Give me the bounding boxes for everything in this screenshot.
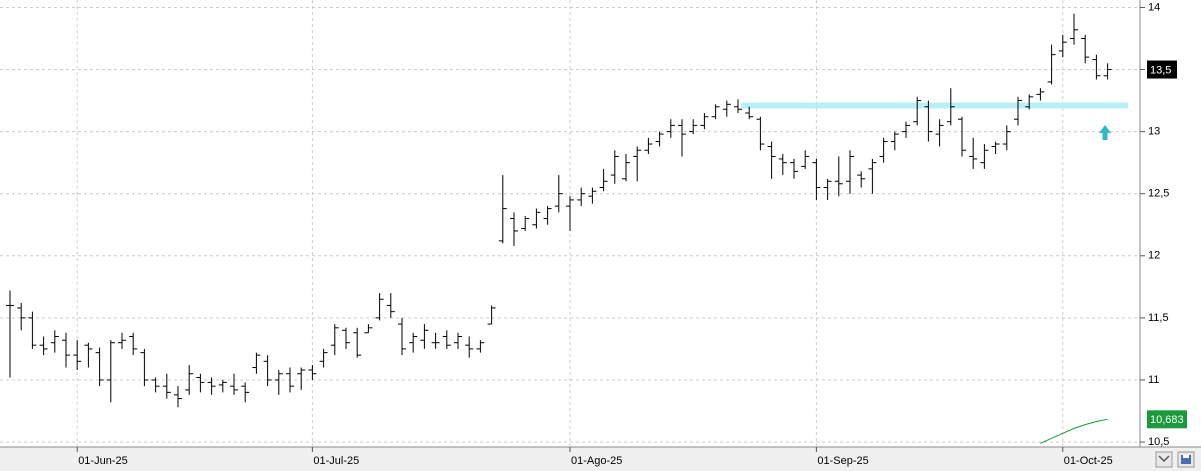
x-tick-label: 01-Oct-25 — [1064, 455, 1113, 467]
ma-badge — [1147, 410, 1187, 429]
price-badge — [1147, 60, 1177, 79]
zoom-button[interactable] — [1155, 451, 1173, 468]
x-tick-label: 01-Jun-25 — [78, 455, 128, 467]
price-badge-label: 13,5 — [1150, 64, 1171, 76]
up-arrow — [1099, 125, 1111, 140]
y-tick-label: 13 — [1148, 126, 1160, 138]
x-axis-band — [0, 447, 1201, 471]
y-tick-label: 14 — [1148, 1, 1160, 13]
x-tick-label: 01-Ago-25 — [571, 455, 622, 467]
x-tick-label: 01-Jul-25 — [313, 455, 359, 467]
y-tick-label: 12,5 — [1148, 188, 1169, 200]
y-tick-label: 11 — [1148, 374, 1159, 386]
save-button[interactable] — [1177, 451, 1195, 468]
y-tick-label: 12 — [1148, 250, 1160, 262]
y-tick-label: 10,5 — [1148, 436, 1169, 448]
y-tick-label: 11,5 — [1148, 312, 1169, 324]
ma-badge-label: 10,683 — [1150, 414, 1184, 426]
x-tick-label: 01-Sep-25 — [817, 455, 868, 467]
moving-average — [1040, 418, 1108, 444]
